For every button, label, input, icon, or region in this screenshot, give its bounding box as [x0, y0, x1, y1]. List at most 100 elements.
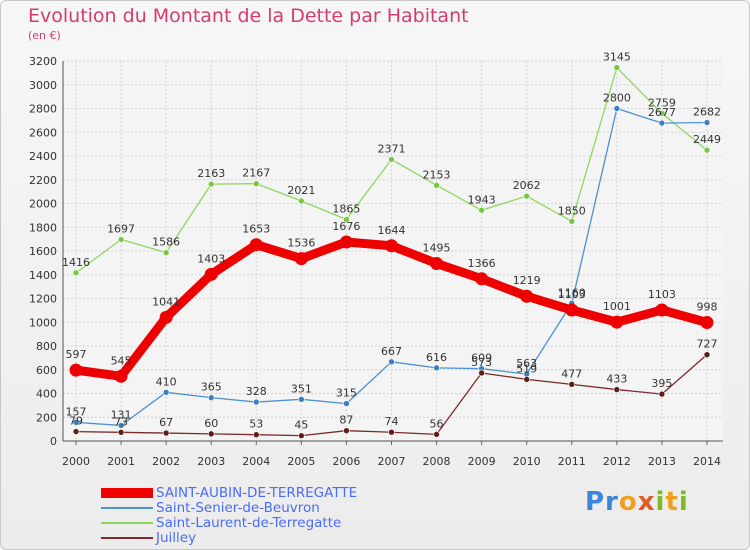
- data-point: [433, 364, 440, 372]
- data-point: [298, 432, 305, 439]
- data-point: [298, 197, 305, 205]
- data-point: [384, 239, 398, 253]
- data-label: 519: [516, 362, 537, 375]
- data-point: [478, 206, 485, 214]
- data-point: [117, 236, 125, 243]
- data-point: [72, 419, 80, 426]
- data-point: [703, 351, 711, 358]
- data-point: [475, 272, 489, 286]
- data-label: 2449: [693, 133, 721, 146]
- data-point: [204, 267, 218, 281]
- data-label: 1865: [332, 203, 360, 216]
- y-tick-label: 3000: [29, 79, 57, 92]
- data-point: [700, 315, 714, 329]
- data-label: 53: [249, 418, 263, 431]
- data-point: [117, 429, 125, 436]
- data-point: [252, 398, 260, 406]
- data-label: 727: [696, 338, 717, 351]
- data-point: [523, 192, 531, 200]
- data-point: [388, 428, 395, 436]
- data-label: 1943: [468, 193, 496, 206]
- data-label: 56: [430, 417, 444, 430]
- y-tick-label: 800: [36, 340, 57, 353]
- y-tick-label: 1200: [29, 293, 57, 306]
- data-label: 433: [606, 373, 627, 386]
- data-point: [343, 216, 350, 223]
- data-point: [252, 180, 260, 187]
- data-point: [655, 303, 669, 317]
- data-label: 1536: [287, 237, 315, 250]
- x-tick-label: 2008: [423, 455, 451, 468]
- data-label: 2682: [693, 106, 721, 119]
- y-tick-label: 400: [36, 388, 57, 401]
- data-label: 1586: [152, 236, 180, 249]
- data-point: [252, 431, 260, 439]
- x-tick-label: 2009: [468, 455, 496, 468]
- data-label: 1103: [558, 288, 586, 301]
- x-tick-label: 2006: [332, 455, 360, 468]
- data-point: [294, 252, 308, 266]
- data-label: 477: [561, 367, 582, 380]
- data-label: 1366: [468, 257, 496, 270]
- y-tick-label: 1800: [29, 221, 57, 234]
- legend-label: SAINT-AUBIN-DE-TERREGATTE: [156, 485, 358, 501]
- data-point: [207, 180, 215, 188]
- data-label: 573: [471, 356, 492, 369]
- data-label: 1160: [558, 286, 586, 299]
- y-tick-label: 3200: [29, 55, 57, 68]
- data-label: 395: [651, 377, 672, 390]
- data-point: [568, 218, 576, 225]
- data-label: 74: [384, 415, 398, 428]
- data-point: [69, 363, 83, 377]
- data-point: [658, 119, 666, 127]
- data-point: [207, 430, 215, 438]
- data-label: 1697: [107, 222, 135, 235]
- legend-swatch: [101, 537, 153, 539]
- y-tick-label: 0: [50, 435, 57, 448]
- data-label: 1041: [152, 295, 180, 308]
- data-label: 45: [294, 419, 308, 432]
- data-label: 2021: [287, 184, 315, 197]
- y-tick-label: 2800: [29, 103, 57, 116]
- data-point: [430, 256, 444, 270]
- data-label: 2167: [242, 167, 270, 180]
- data-point: [72, 269, 80, 277]
- y-tick-label: 2600: [29, 126, 57, 139]
- data-point: [703, 146, 711, 154]
- x-tick-label: 2004: [242, 455, 270, 468]
- data-point: [339, 235, 353, 249]
- data-label: 1495: [423, 241, 451, 254]
- x-tick-label: 2005: [287, 455, 315, 468]
- x-tick-label: 2000: [62, 455, 90, 468]
- data-label: 67: [159, 416, 173, 429]
- chart-title: Evolution du Montant de la Dette par Hab…: [28, 5, 469, 27]
- data-point: [117, 422, 125, 429]
- data-point: [613, 64, 621, 71]
- data-label: 2153: [423, 168, 451, 181]
- data-point: [159, 310, 173, 324]
- data-label: 1416: [62, 256, 90, 269]
- data-label: 545: [111, 354, 132, 367]
- data-point: [610, 315, 624, 329]
- x-tick-label: 2007: [377, 455, 405, 468]
- data-point: [520, 289, 534, 303]
- data-label: 73: [114, 415, 128, 428]
- y-tick-label: 1600: [29, 245, 57, 258]
- legend-swatch: [101, 507, 153, 509]
- data-point: [388, 156, 395, 163]
- data-point: [568, 381, 576, 388]
- data-point: [249, 238, 263, 252]
- data-label: 1644: [377, 224, 405, 237]
- data-point: [298, 396, 305, 403]
- x-tick-label: 2012: [603, 455, 631, 468]
- data-label: 998: [696, 300, 717, 313]
- x-tick-label: 2001: [107, 455, 135, 468]
- data-label: 2371: [377, 142, 405, 155]
- y-tick-label: 1400: [29, 269, 57, 282]
- legend-label: Saint-Senier-de-Beuvron: [156, 500, 320, 516]
- legend-swatch: [101, 522, 153, 524]
- data-point: [658, 110, 666, 117]
- x-tick-label: 2013: [648, 455, 676, 468]
